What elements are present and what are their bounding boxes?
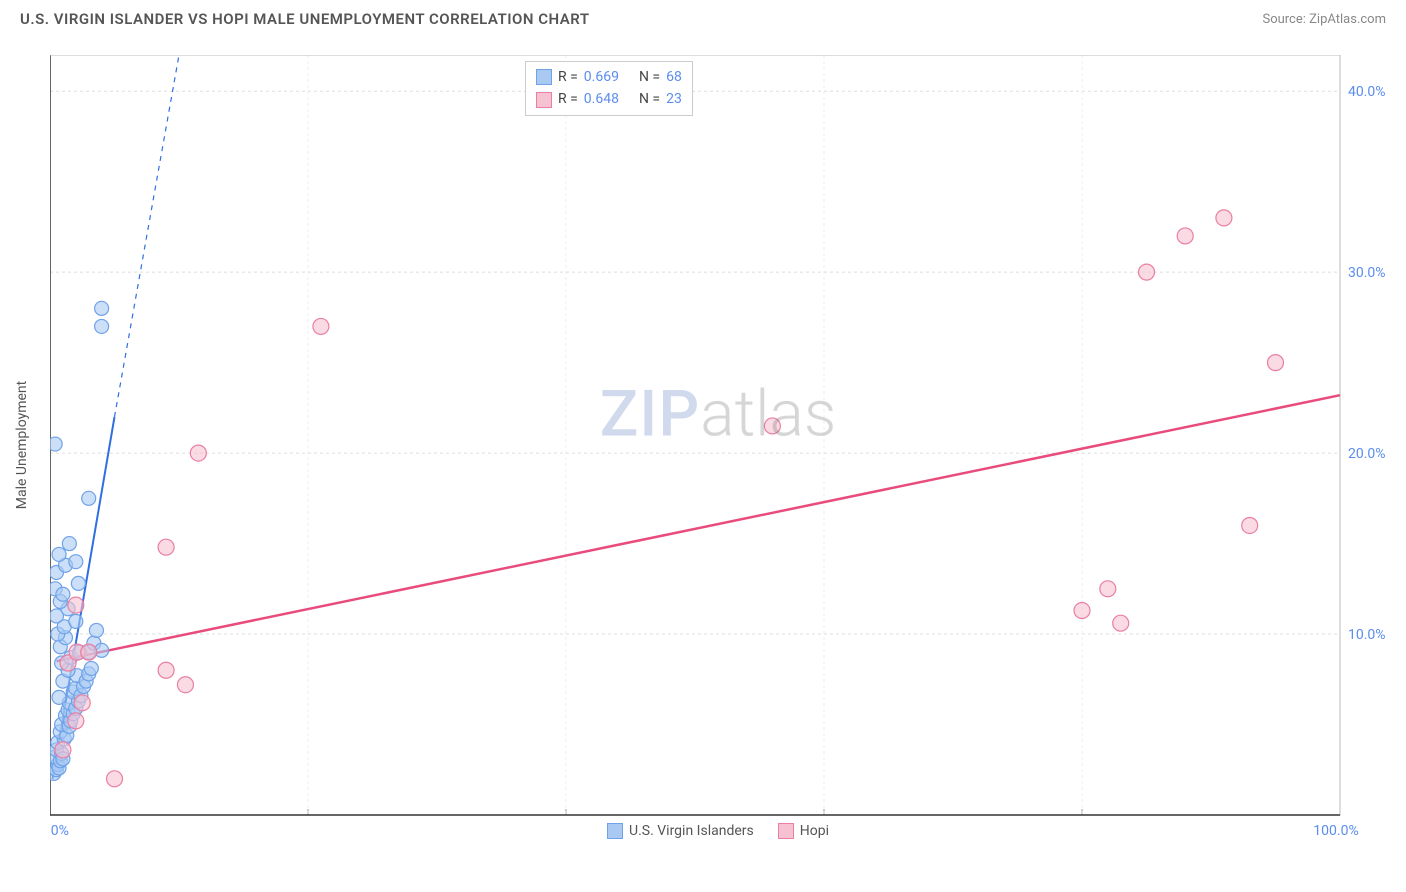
svg-text:20.0%: 20.0% — [1348, 446, 1386, 462]
series-legend-item-2: Hopi — [778, 823, 829, 839]
svg-text:10.0%: 10.0% — [1348, 627, 1386, 643]
chart-container: Male Unemployment ZIPatlas 10.0%20.0%30.… — [50, 55, 1386, 835]
legend-r-val-2: 0.648 — [584, 88, 619, 110]
legend-r-label-2: R = — [558, 88, 578, 110]
legend-row-2: R = 0.648 N = 23 — [536, 88, 682, 110]
svg-text:100.0%: 100.0% — [1313, 823, 1358, 835]
series-swatch-1 — [607, 823, 623, 839]
legend-row-1: R = 0.669 N = 68 — [536, 66, 682, 88]
correlation-legend: R = 0.669 N = 68 R = 0.648 N = 23 — [525, 61, 693, 116]
svg-text:30.0%: 30.0% — [1348, 265, 1386, 281]
legend-swatch-1 — [536, 69, 552, 85]
series-label-1: U.S. Virgin Islanders — [629, 823, 754, 839]
legend-n-label-2: N = — [639, 88, 660, 110]
svg-text:0.0%: 0.0% — [50, 823, 69, 835]
y-axis-label: Male Unemployment — [14, 381, 30, 509]
series-label-2: Hopi — [800, 823, 829, 839]
source-label: Source: ZipAtlas.com — [1262, 12, 1386, 27]
series-legend-item-1: U.S. Virgin Islanders — [607, 823, 754, 839]
scatter-plot: 10.0% 20.0% 30.0% 40.0% 0.0% 100.0% — [50, 55, 1386, 835]
legend-n-val-1: 68 — [666, 66, 682, 88]
chart-title: U.S. VIRGIN ISLANDER VS HOPI MALE UNEMPL… — [20, 10, 590, 28]
legend-r-val-1: 0.669 — [584, 66, 619, 88]
legend-swatch-2 — [536, 92, 552, 108]
svg-text:40.0%: 40.0% — [1348, 84, 1386, 100]
legend-n-val-2: 23 — [666, 88, 682, 110]
series-legend: U.S. Virgin Islanders Hopi — [607, 823, 829, 839]
series-swatch-2 — [778, 823, 794, 839]
legend-r-label-1: R = — [558, 66, 578, 88]
legend-n-label-1: N = — [639, 66, 660, 88]
header: U.S. VIRGIN ISLANDER VS HOPI MALE UNEMPL… — [0, 0, 1406, 36]
